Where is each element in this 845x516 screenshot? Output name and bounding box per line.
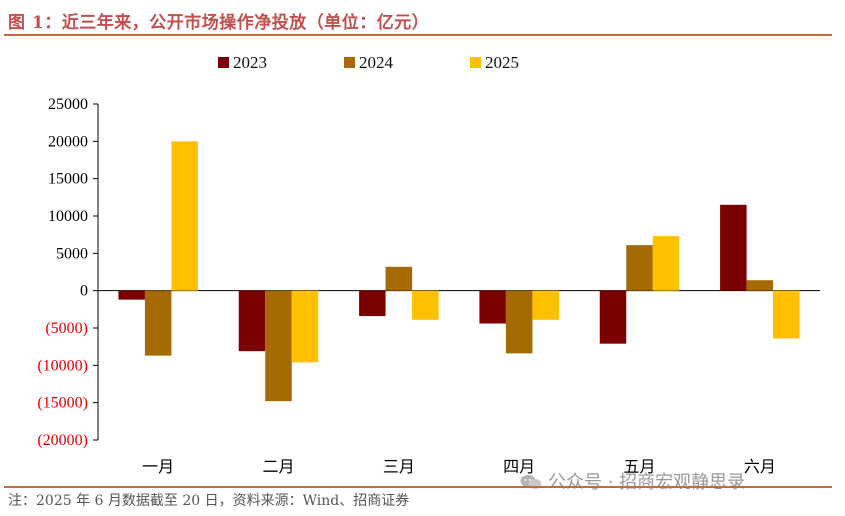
bar-2023-2: [238, 290, 266, 352]
bar-2024-6: [746, 280, 774, 291]
legend-swatch-2025: [470, 57, 481, 68]
bar-2023-3: [359, 290, 386, 317]
bar-2025-2: [291, 290, 319, 363]
watermark: 公众号 · 招商宏观静思录: [520, 468, 745, 494]
chart-title: 图 1：近三年来，公开市场操作净投放（单位：亿元）: [8, 13, 430, 33]
category-label: 二月: [262, 457, 294, 476]
y-tick-label: 5000: [56, 245, 88, 262]
bar-2025-6: [773, 290, 800, 339]
bar-2024-2: [265, 290, 292, 402]
legend-label-2023: 2023: [233, 53, 267, 72]
bar-2024-5: [626, 245, 653, 291]
y-tick-label: (10000): [37, 357, 88, 374]
bar-2024-4: [505, 290, 533, 354]
bar-2023-1: [118, 290, 145, 300]
legend-swatch-2024: [344, 57, 355, 68]
category-labels: 一月 二月 三月 四月 五月 六月: [142, 457, 776, 476]
title-divider: [4, 34, 832, 36]
category-label: 一月: [142, 457, 174, 476]
footnote: 注：2025 年 6 月数据截至 20 日，资料来源：Wind、招商证券: [8, 493, 410, 509]
bar-2024-3: [385, 266, 413, 291]
y-tick-label: 15000: [48, 171, 88, 188]
category-label: 五月: [623, 457, 655, 476]
category-label: 四月: [503, 457, 535, 476]
bar-2025-4: [532, 290, 559, 320]
y-tick-label: 20000: [48, 133, 88, 150]
watermark-text: 公众号 · 招商宏观静思录: [548, 472, 746, 493]
legend: 2023 2024 2025: [218, 53, 519, 72]
y-tick-label: 10000: [48, 208, 88, 225]
y-tick-label: (20000): [37, 432, 88, 449]
category-label: 三月: [383, 457, 415, 476]
bar-2023-4: [479, 290, 506, 324]
y-tick-label: (15000): [37, 395, 88, 412]
bar-2025-3: [412, 290, 439, 320]
y-tick-label: 25000: [48, 96, 88, 113]
y-tick-label: (5000): [45, 320, 88, 337]
bar-chart: 2023 2024 2025 25000 20000 15000 10000 5000 0 (5…: [37, 53, 820, 476]
legend-label-2025: 2025: [485, 53, 519, 72]
bar-2025-1: [171, 141, 198, 291]
axes: 25000 20000 15000 10000 5000 0 (5000) (10000) (1…: [37, 96, 820, 449]
bar-2023-6: [720, 204, 747, 291]
legend-swatch-2023: [218, 57, 229, 68]
legend-label-2024: 2024: [359, 53, 394, 72]
category-label: 六月: [744, 457, 776, 476]
y-tick-label: 0: [80, 283, 88, 300]
bar-2024-1: [144, 290, 172, 356]
bars: [118, 141, 800, 402]
footer-divider: [4, 486, 832, 488]
bar-2023-5: [599, 290, 627, 344]
bar-2025-5: [652, 236, 680, 291]
